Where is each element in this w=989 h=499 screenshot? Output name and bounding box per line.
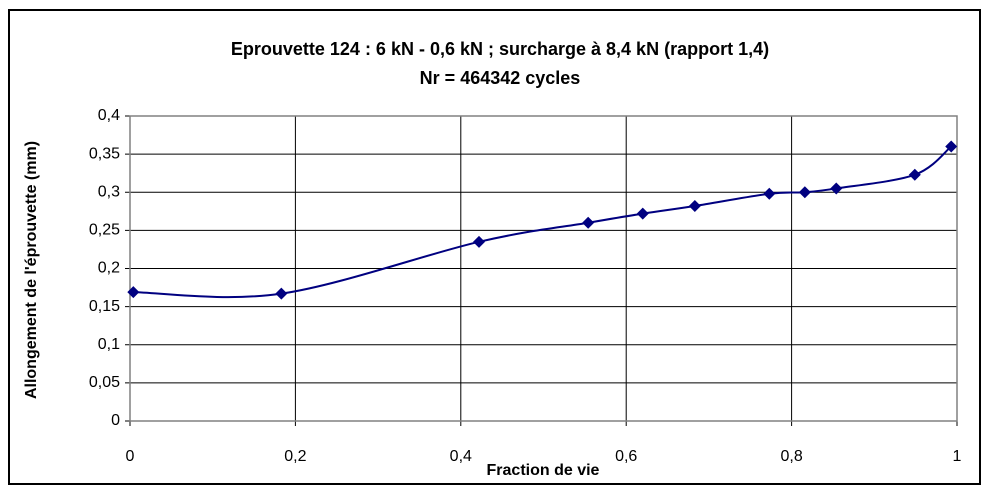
data-point [472, 235, 485, 248]
data-point [798, 186, 811, 199]
x-tick-label: 1 [953, 448, 962, 465]
data-point [636, 207, 649, 220]
data-point [908, 168, 921, 181]
x-tick-label: 0,8 [780, 448, 802, 465]
chart-title-line: Eprouvette 124 : 6 kN - 0,6 kN ; surchar… [231, 39, 769, 59]
y-axis-title: Allongement de l'éprouvette (mm) [23, 141, 40, 399]
y-tick-label: 0,3 [98, 183, 120, 200]
y-tick-label: 0,1 [98, 336, 120, 353]
y-tick-label: 0,05 [89, 374, 120, 391]
x-axis-title: Fraction de vie [487, 462, 600, 479]
data-point [830, 182, 843, 195]
y-tick-label: 0,15 [89, 298, 120, 315]
y-tick-label: 0,25 [89, 222, 120, 239]
data-point [582, 216, 595, 229]
data-point [763, 187, 776, 200]
plot-area [129, 115, 958, 422]
y-tick-label: 0,35 [89, 145, 120, 162]
data-point [945, 140, 958, 153]
x-tick-label: 0,6 [615, 448, 637, 465]
chart-border [8, 9, 981, 485]
x-tick-label: 0 [126, 448, 135, 465]
data-point [127, 286, 140, 299]
data-point [275, 287, 288, 300]
x-tick-label: 0,4 [450, 448, 472, 465]
x-tick-label: 0,2 [284, 448, 306, 465]
y-tick-label: 0,2 [98, 260, 120, 277]
chart-title-line: Nr = 464342 cycles [420, 68, 581, 88]
y-tick-label: 0 [111, 412, 120, 429]
y-tick-label: 0,4 [98, 107, 120, 124]
data-point [688, 199, 701, 212]
